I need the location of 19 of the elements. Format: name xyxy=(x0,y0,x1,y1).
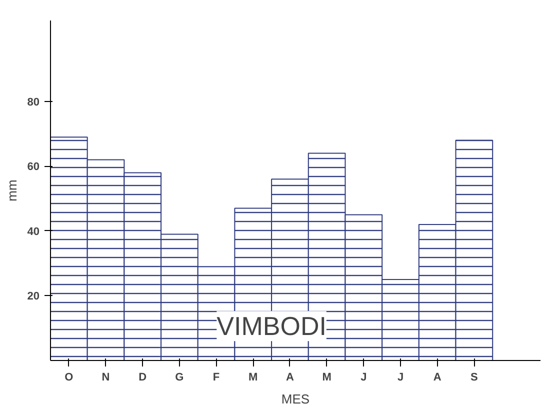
x-tick-label: A xyxy=(286,372,294,384)
x-tick-label: M xyxy=(248,372,258,384)
x-tick-label: A xyxy=(433,372,442,384)
x-tick-label: J xyxy=(397,372,404,384)
x-tick-label: M xyxy=(322,372,332,384)
x-tick-label: O xyxy=(64,372,74,384)
x-tick-label: J xyxy=(360,372,367,384)
y-tick-label: 20 xyxy=(27,290,40,303)
y-axis-title: mm xyxy=(4,180,20,202)
y-tick-label: 40 xyxy=(27,226,40,238)
x-tick-label: F xyxy=(212,372,220,384)
x-tick-label: D xyxy=(138,372,147,384)
y-tick-label: 80 xyxy=(27,96,40,108)
x-axis-title: MES xyxy=(281,392,310,406)
x-tick-label: G xyxy=(175,372,184,384)
annotation: VIMBODI xyxy=(216,311,326,342)
y-tick-label: 60 xyxy=(27,161,40,174)
x-tick-label: S xyxy=(470,372,478,384)
x-tick-label: N xyxy=(102,372,110,384)
